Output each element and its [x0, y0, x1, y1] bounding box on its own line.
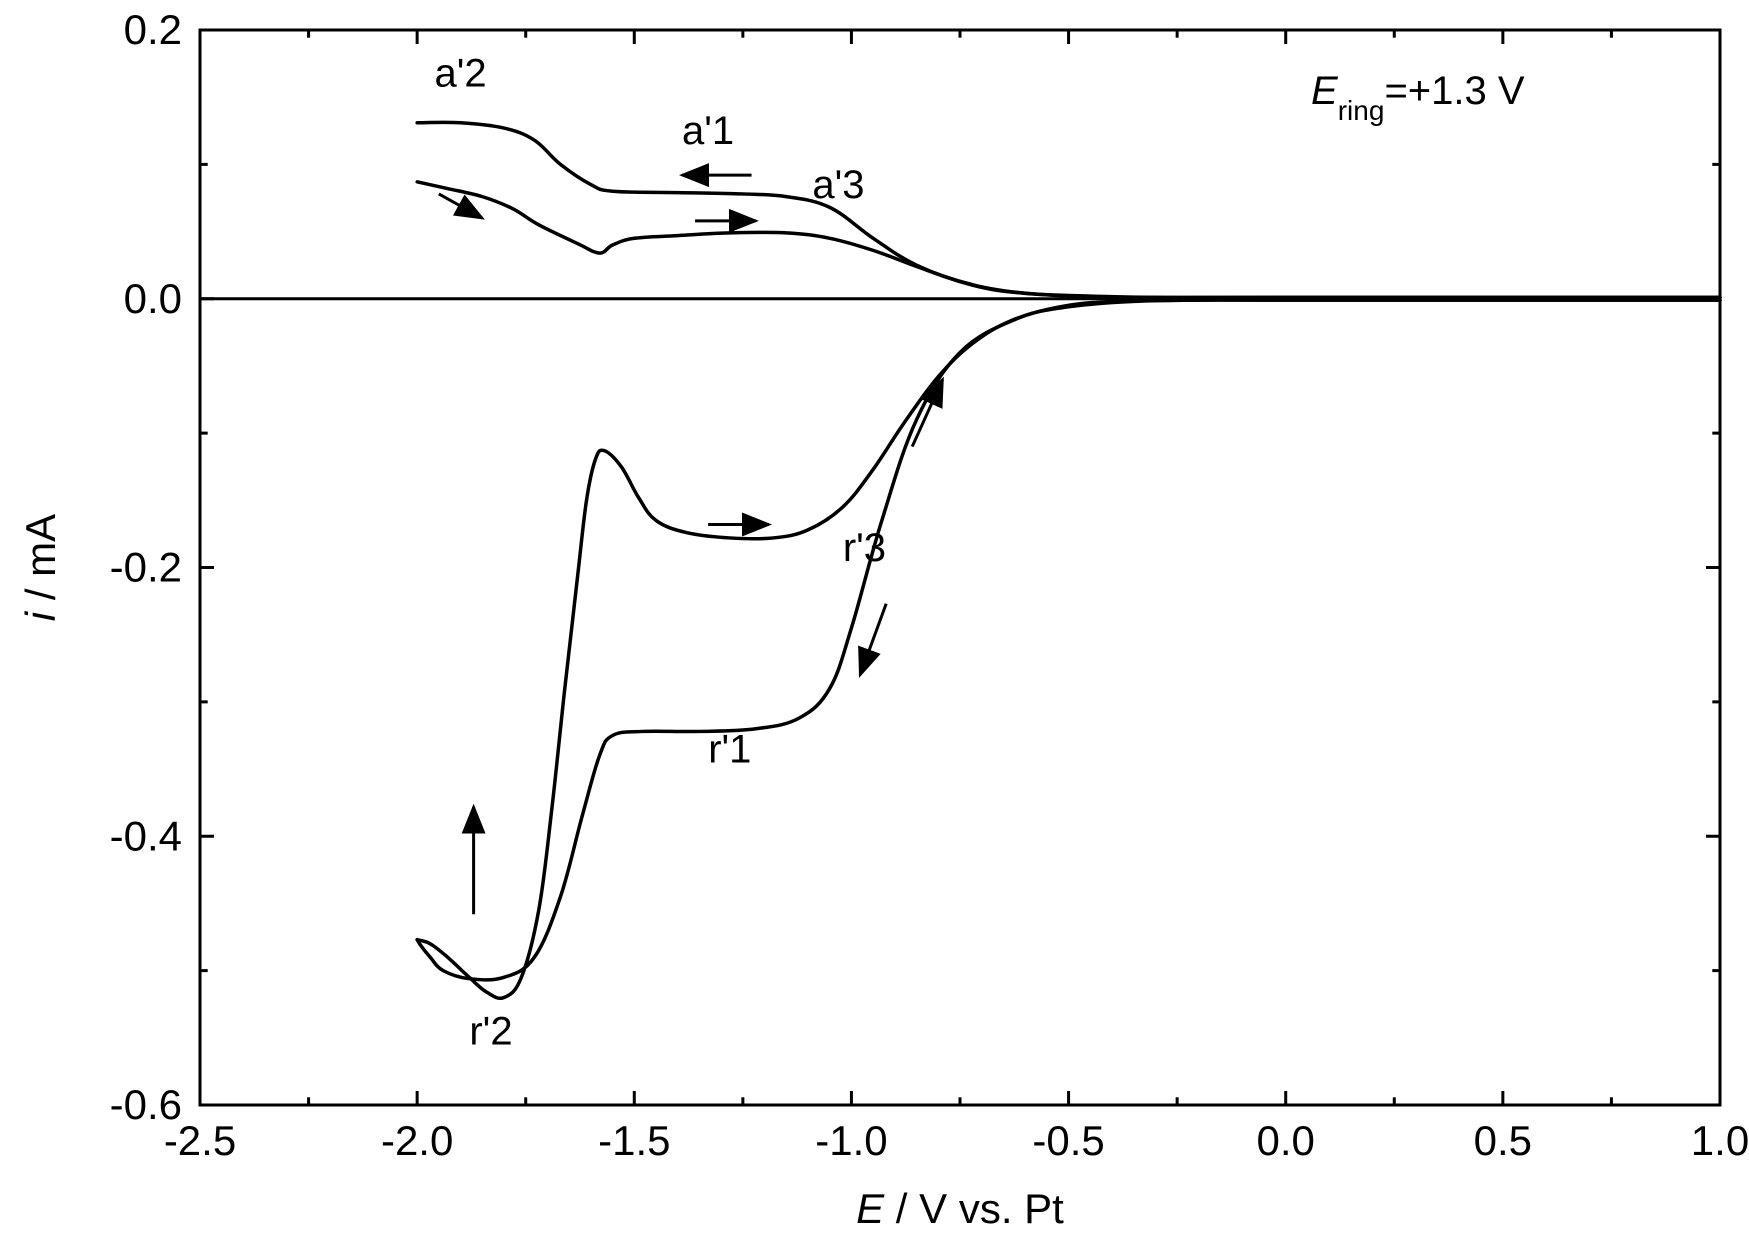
ring-reverse-curve [417, 182, 1720, 298]
scan-direction-arrow-5 [860, 604, 886, 675]
x-tick-label: 1.0 [1691, 1117, 1749, 1164]
y-tick-label: -0.6 [110, 1081, 182, 1128]
peak-label-rp1: r'1 [708, 727, 751, 771]
x-tick-label: 0.5 [1474, 1117, 1532, 1164]
y-tick-label: 0.0 [124, 275, 182, 322]
scan-direction-arrow-1 [439, 194, 482, 218]
y-tick-label: -0.2 [110, 544, 182, 591]
x-tick-label: 0.0 [1257, 1117, 1315, 1164]
ring-forward-curve [417, 122, 1720, 297]
peak-label-ap3: a'3 [812, 163, 864, 207]
x-axis-label: E / V vs. Pt [856, 1185, 1064, 1232]
y-tick-label: -0.4 [110, 812, 182, 859]
peak-label-ap2: a'2 [435, 51, 487, 95]
x-tick-label: -1.5 [598, 1117, 670, 1164]
x-tick-label: -1.0 [815, 1117, 887, 1164]
x-tick-label: -0.5 [1032, 1117, 1104, 1164]
peak-label-rp3: r'3 [843, 526, 886, 570]
chart-container: -2.5-2.0-1.5-1.0-0.50.00.51.0-0.6-0.4-0.… [0, 0, 1749, 1259]
ring-potential-note: Ering=+1.3 V [1311, 69, 1525, 126]
disk-forward-curve [417, 300, 1720, 980]
disk-reverse-curve [417, 300, 1720, 998]
peak-label-rp2: r'2 [469, 1010, 512, 1054]
x-tick-label: -2.0 [381, 1117, 453, 1164]
y-axis-label: i / mA [17, 514, 64, 621]
cv-plot: -2.5-2.0-1.5-1.0-0.50.00.51.0-0.6-0.4-0.… [0, 0, 1749, 1259]
peak-label-ap1: a'1 [682, 109, 734, 153]
y-tick-label: 0.2 [124, 6, 182, 53]
